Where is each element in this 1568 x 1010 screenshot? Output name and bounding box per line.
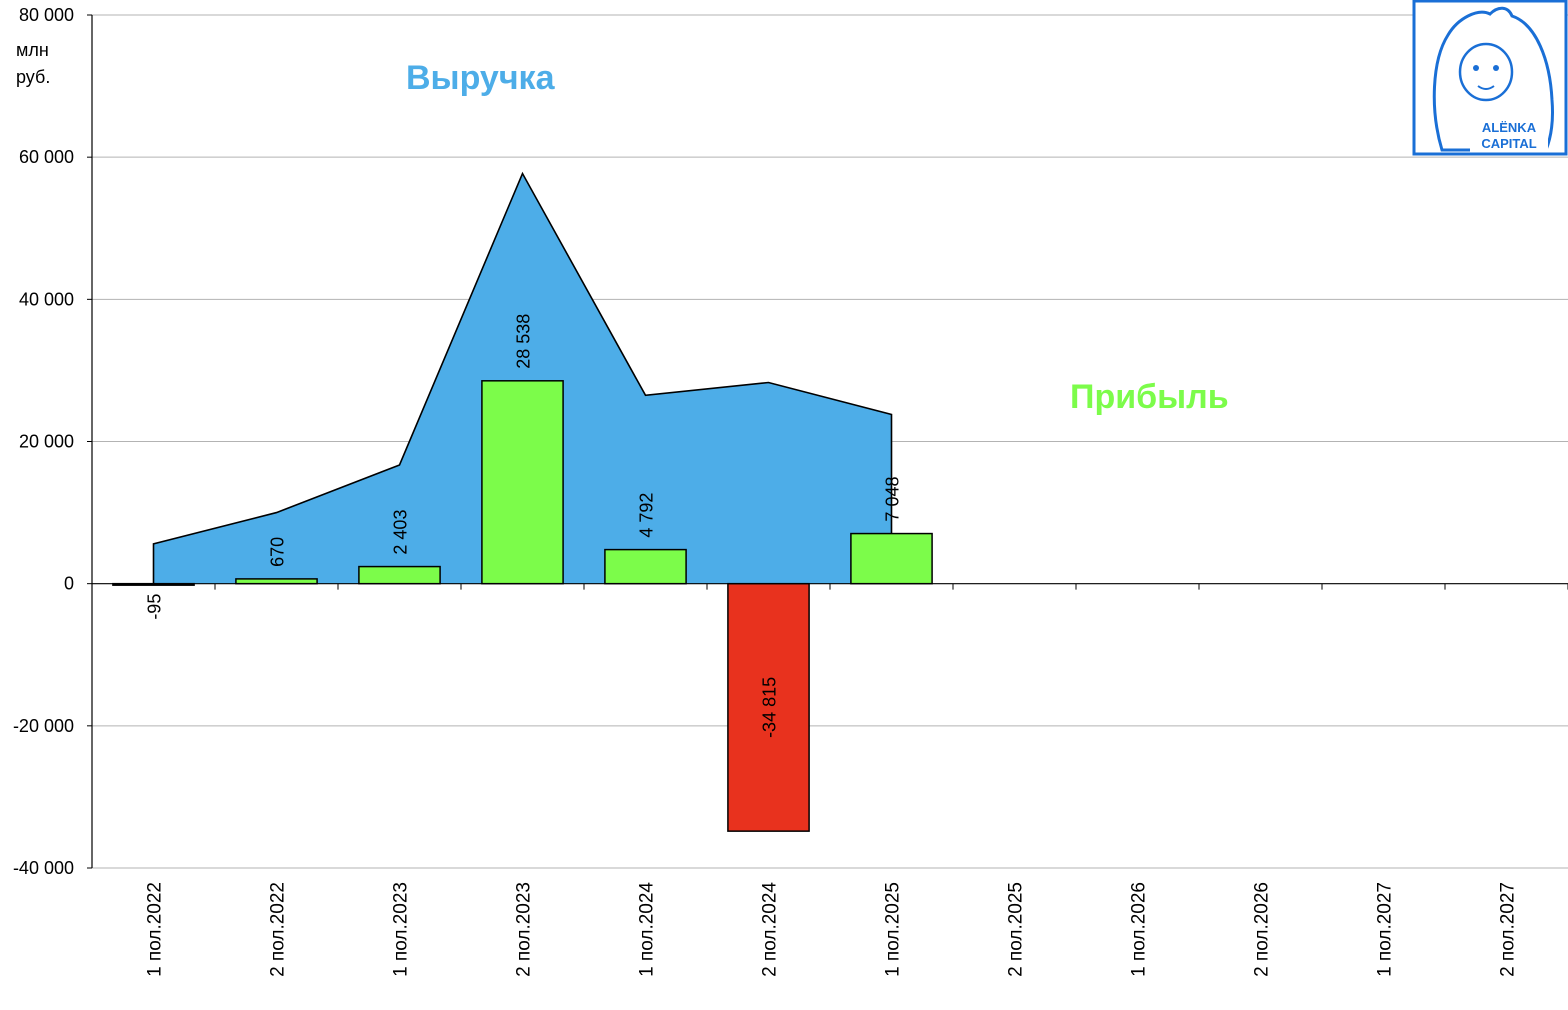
profit-data-label: 2 403: [391, 510, 411, 555]
x-category-label: 1 пол.2026: [1129, 882, 1150, 977]
revenue-area-layer: [152, 171, 893, 584]
logo-text-line1: ALЁNKA: [1482, 120, 1537, 135]
x-category-label: 2 пол.2026: [1252, 882, 1273, 977]
profit-data-label: 28 538: [514, 314, 534, 369]
x-category-label: 1 пол.2024: [637, 882, 658, 977]
y-tick-label: 80 000: [19, 5, 74, 25]
x-category-label: 2 пол.2027: [1498, 882, 1519, 977]
unit-label-line1: млн: [16, 40, 49, 60]
profit-bar: [358, 565, 441, 585]
profit-bar: [850, 532, 933, 585]
label-layer: 80 000 60 000 40 000 20 000 0 -20 000 -40 000 -…: [13, 5, 1519, 977]
matryoshka-smile-icon: [1477, 85, 1495, 90]
profit-data-label: 4 792: [637, 493, 657, 538]
profit-data-label: -95: [145, 594, 165, 620]
grid-layer: [92, 14, 1568, 869]
legend-profit: Прибыль: [1070, 378, 1229, 416]
profit-data-label: 670: [268, 537, 288, 567]
x-category-label: 2 пол.2022: [268, 882, 289, 977]
matryoshka-icon: [1432, 6, 1554, 152]
profit-data-label: 7 048: [883, 477, 903, 522]
y-tick-label: 0: [64, 574, 74, 594]
profit-bar: [235, 578, 318, 585]
y-tick-label: -40 000: [13, 858, 74, 878]
logo-text-backdrop: [1470, 118, 1548, 152]
x-category-label: 2 пол.2025: [1006, 882, 1027, 977]
axis-layer: [87, 14, 1568, 869]
revenue-area-outline: [152, 171, 893, 584]
x-category-label: 1 пол.2023: [391, 882, 412, 977]
profit-data-label: -34 815: [760, 677, 780, 738]
profit-bar: [481, 380, 564, 585]
y-tick-label: 20 000: [19, 432, 74, 452]
profit-bar: [604, 548, 687, 585]
x-category-label: 2 пол.2023: [514, 882, 535, 977]
logo-text-line2: CAPITAL: [1481, 136, 1536, 151]
matryoshka-eye-icon: [1473, 65, 1479, 71]
x-category-label: 1 пол.2022: [145, 882, 166, 977]
revenue-area: [153, 173, 892, 584]
x-category-label: 2 пол.2024: [760, 882, 781, 977]
unit-label-line2: руб.: [16, 67, 50, 87]
profit-bar: [727, 582, 810, 832]
matryoshka-face-icon: [1458, 42, 1514, 102]
alenka-capital-logo: ALЁNKA CAPITAL: [1412, 0, 1568, 156]
y-tick-label: -20 000: [13, 716, 74, 736]
x-category-label: 1 пол.2027: [1375, 882, 1396, 977]
profit-bar-layer: [112, 380, 933, 832]
matryoshka-eye-icon: [1493, 65, 1499, 71]
x-category-label: 1 пол.2025: [883, 882, 904, 977]
y-tick-label: 40 000: [19, 289, 74, 309]
legend-revenue: Выручка: [406, 59, 556, 97]
y-tick-label: 60 000: [19, 147, 74, 167]
